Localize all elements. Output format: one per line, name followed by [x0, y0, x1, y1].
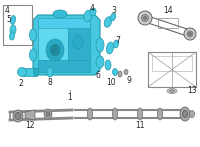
Ellipse shape [9, 32, 15, 40]
Ellipse shape [18, 67, 27, 76]
Polygon shape [33, 15, 100, 75]
Bar [152, 56, 192, 71]
Bar [38, 18, 90, 28]
Text: 10: 10 [106, 77, 116, 86]
Ellipse shape [113, 40, 119, 48]
Bar [3, 5, 32, 45]
Text: 7: 7 [116, 35, 120, 45]
Ellipse shape [96, 56, 104, 68]
Ellipse shape [188, 32, 192, 35]
Ellipse shape [182, 111, 188, 117]
Bar [38, 25, 68, 60]
Ellipse shape [113, 69, 118, 76]
Ellipse shape [34, 68, 39, 76]
Ellipse shape [124, 70, 128, 75]
Text: 2: 2 [19, 78, 23, 87]
Ellipse shape [138, 108, 142, 120]
Bar [148, 52, 196, 87]
Ellipse shape [30, 29, 37, 41]
Text: 4: 4 [5, 5, 9, 15]
Text: 1: 1 [68, 92, 72, 101]
Text: 4: 4 [90, 4, 94, 12]
Text: 13: 13 [187, 86, 197, 95]
Ellipse shape [104, 17, 112, 27]
Ellipse shape [142, 15, 148, 21]
Ellipse shape [10, 25, 16, 35]
Bar [68, 25, 90, 60]
Ellipse shape [13, 110, 23, 122]
Text: 9: 9 [127, 76, 131, 85]
Text: 14: 14 [163, 5, 173, 15]
Text: 3: 3 [112, 5, 116, 15]
Ellipse shape [105, 60, 111, 70]
Bar [22, 68, 37, 76]
Ellipse shape [187, 31, 193, 37]
Bar [158, 18, 178, 28]
Ellipse shape [138, 11, 152, 25]
Ellipse shape [113, 108, 118, 120]
Ellipse shape [46, 112, 50, 117]
Ellipse shape [53, 10, 67, 18]
Ellipse shape [50, 44, 60, 56]
Ellipse shape [88, 108, 93, 120]
Text: 5: 5 [7, 15, 11, 24]
Text: 12: 12 [25, 122, 35, 131]
Ellipse shape [184, 28, 196, 40]
Ellipse shape [44, 109, 52, 119]
Ellipse shape [84, 10, 92, 22]
Ellipse shape [90, 8, 96, 16]
Polygon shape [25, 110, 35, 120]
Text: 11: 11 [135, 122, 145, 131]
Ellipse shape [110, 13, 116, 21]
Bar [38, 60, 90, 72]
Ellipse shape [180, 107, 190, 121]
Ellipse shape [170, 90, 174, 92]
Ellipse shape [144, 16, 146, 20]
Ellipse shape [96, 38, 104, 52]
Text: 8: 8 [48, 77, 52, 86]
Ellipse shape [15, 112, 21, 120]
Ellipse shape [46, 39, 64, 61]
Ellipse shape [158, 108, 162, 120]
Ellipse shape [30, 49, 37, 61]
Text: 6: 6 [96, 71, 100, 80]
Ellipse shape [73, 35, 83, 49]
Ellipse shape [47, 67, 53, 77]
Ellipse shape [118, 71, 122, 77]
Ellipse shape [167, 88, 177, 93]
Ellipse shape [10, 16, 16, 24]
Ellipse shape [106, 42, 114, 54]
Ellipse shape [190, 111, 194, 117]
